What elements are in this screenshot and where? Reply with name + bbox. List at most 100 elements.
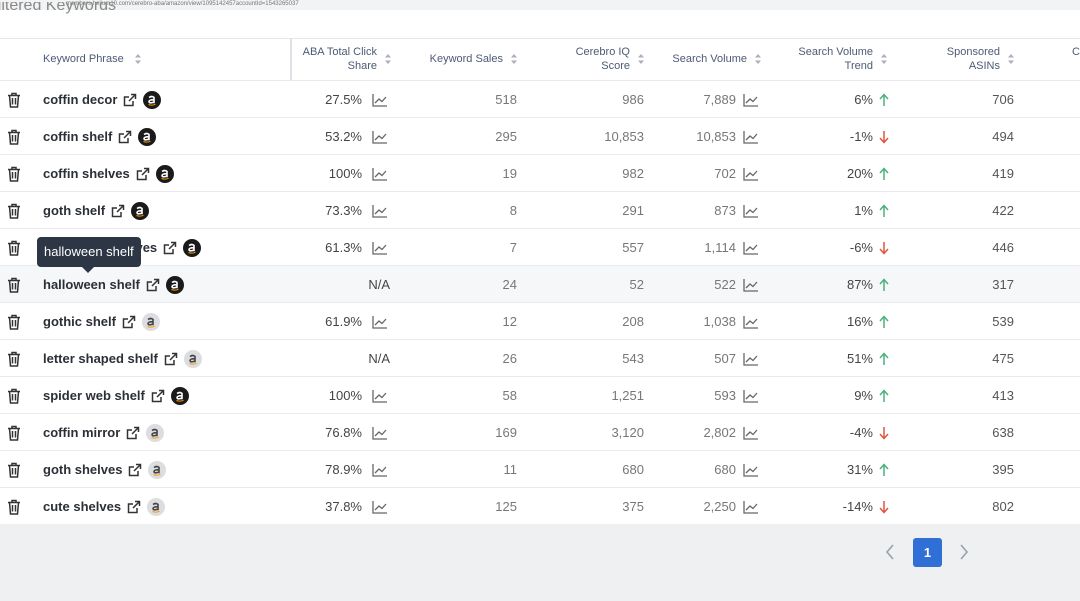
chart-icon[interactable]: [372, 241, 388, 255]
keyword-cell: coffin shelf: [43, 118, 157, 155]
chart-icon[interactable]: [743, 426, 759, 440]
chart-icon[interactable]: [372, 389, 388, 403]
table-row: halloween shelf N/A 24 52 522 87% 317: [0, 265, 1080, 302]
table-row: spider web shelf 100% 58 1,251 593 9% 413: [0, 376, 1080, 413]
chart-icon[interactable]: [372, 500, 388, 514]
external-link-icon[interactable]: [136, 167, 150, 181]
click-share: 37.8%: [325, 499, 362, 514]
external-link-icon[interactable]: [122, 315, 136, 329]
keyword-sales: 26: [502, 351, 517, 366]
amazon-badge: [165, 275, 184, 294]
previous-page[interactable]: [885, 544, 895, 560]
current-page[interactable]: 1: [913, 538, 942, 567]
delete-icon[interactable]: [7, 203, 21, 219]
chart-icon[interactable]: [372, 93, 388, 107]
keyword-sales: 12: [502, 314, 517, 329]
column-header[interactable]: C: [1072, 46, 1080, 58]
external-link-icon[interactable]: [163, 241, 177, 255]
sponsored-asins: 413: [992, 388, 1014, 403]
external-link-icon[interactable]: [146, 278, 160, 292]
table-row: cute shelves 37.8% 125 375 2,250 -14% 802: [0, 487, 1080, 524]
next-page[interactable]: [959, 544, 969, 560]
amazon-badge: [148, 460, 167, 479]
sort-icon[interactable]: [510, 53, 518, 65]
column-header[interactable]: Search Volume Trend: [798, 46, 873, 72]
external-link-icon[interactable]: [128, 463, 142, 477]
delete-icon[interactable]: [7, 92, 21, 108]
delete-icon[interactable]: [7, 388, 21, 404]
chart-icon[interactable]: [372, 315, 388, 329]
chart-icon[interactable]: [372, 426, 388, 440]
sort-icon[interactable]: [637, 53, 645, 65]
delete-icon[interactable]: [7, 240, 21, 256]
external-link-icon[interactable]: [164, 352, 178, 366]
keyword: spider web shelf: [43, 388, 145, 403]
keyword-sales: 518: [495, 92, 517, 107]
chart-icon[interactable]: [372, 204, 388, 218]
chart-icon[interactable]: [743, 93, 759, 107]
external-link-icon[interactable]: [118, 130, 132, 144]
delete-icon[interactable]: [7, 129, 21, 145]
click-share: N/A: [368, 277, 390, 292]
delete-icon[interactable]: [7, 351, 21, 367]
trend: 87%: [846, 277, 873, 292]
column-header[interactable]: Cerebro IQ Score: [575, 46, 630, 72]
click-share: 27.5%: [325, 92, 362, 107]
trend: -1%: [849, 129, 873, 144]
keyword-cell: cute shelves: [43, 488, 166, 525]
sort-icon[interactable]: [384, 53, 392, 65]
sponsored-asins: 446: [992, 240, 1014, 255]
sort-icon[interactable]: [880, 53, 888, 65]
amazon-badge: [141, 312, 160, 331]
column-header[interactable]: ABA Total Click Share: [302, 46, 377, 72]
chart-icon[interactable]: [743, 500, 759, 514]
delete-icon[interactable]: [7, 277, 21, 293]
trend-down-arrow: [879, 427, 889, 440]
external-link-icon[interactable]: [126, 426, 140, 440]
chart-icon[interactable]: [743, 241, 759, 255]
delete-icon[interactable]: [7, 314, 21, 330]
keyword: goth shelves: [43, 462, 123, 477]
delete-icon[interactable]: [7, 499, 21, 515]
iq-score: 52: [629, 277, 644, 292]
chart-icon[interactable]: [743, 130, 759, 144]
amazon-badge: [183, 349, 202, 368]
iq-score: 543: [622, 351, 644, 366]
chart-icon[interactable]: [372, 463, 388, 477]
click-share: 61.3%: [325, 240, 362, 255]
chart-icon[interactable]: [372, 167, 388, 181]
trend: 20%: [846, 166, 873, 181]
chart-icon[interactable]: [743, 315, 759, 329]
click-share: 78.9%: [325, 462, 362, 477]
column-header[interactable]: Search Volume: [672, 53, 747, 65]
footer: [0, 524, 1080, 601]
column-header[interactable]: Sponsored ASINs: [946, 46, 1000, 72]
chart-icon[interactable]: [743, 352, 759, 366]
sort-icon[interactable]: [1007, 53, 1015, 65]
sort-icon[interactable]: [754, 53, 762, 65]
trend-up-arrow: [879, 389, 889, 402]
column-header[interactable]: Keyword Phrase: [43, 53, 124, 65]
delete-icon[interactable]: [7, 425, 21, 441]
external-link-icon[interactable]: [111, 204, 125, 218]
amazon-badge: [146, 423, 165, 442]
delete-icon[interactable]: [7, 462, 21, 478]
iq-score: 982: [622, 166, 644, 181]
sort-icon[interactable]: [134, 53, 142, 65]
external-link-icon[interactable]: [127, 500, 141, 514]
delete-icon[interactable]: [7, 166, 21, 182]
chart-icon[interactable]: [743, 167, 759, 181]
external-link-icon[interactable]: [123, 93, 137, 107]
keyword-cell: coffin shelves: [43, 155, 174, 192]
click-share: 76.8%: [325, 425, 362, 440]
chart-icon[interactable]: [743, 204, 759, 218]
trend-up-arrow: [879, 315, 889, 328]
keyword-sales: 58: [502, 388, 517, 403]
chart-icon[interactable]: [743, 278, 759, 292]
column-header[interactable]: Keyword Sales: [429, 53, 503, 65]
chart-icon[interactable]: [372, 130, 388, 144]
chart-icon[interactable]: [743, 389, 759, 403]
chart-icon[interactable]: [743, 463, 759, 477]
external-link-icon[interactable]: [151, 389, 165, 403]
